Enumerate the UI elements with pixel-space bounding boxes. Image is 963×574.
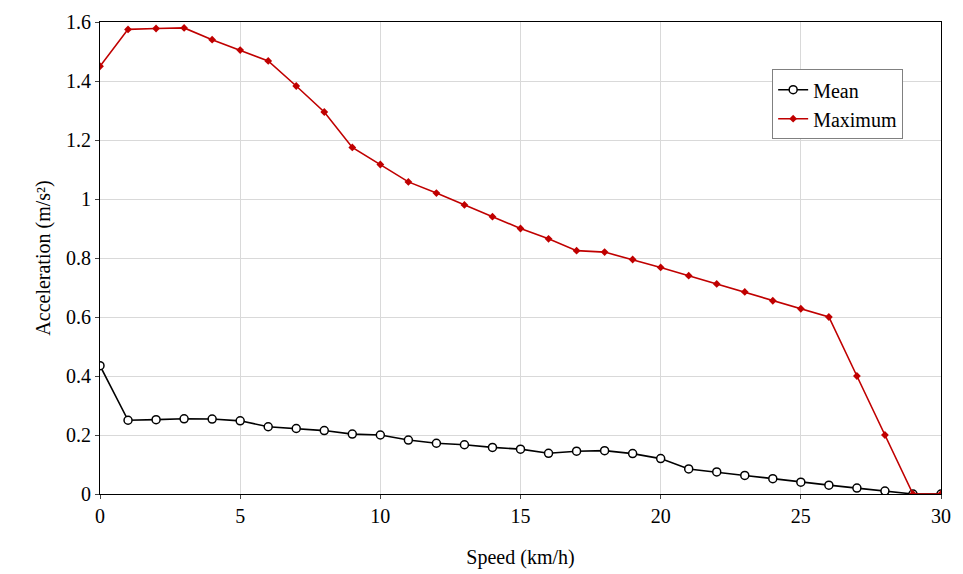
svg-text:0.8: 0.8 [66, 247, 91, 269]
svg-text:10: 10 [370, 505, 390, 527]
svg-text:0.4: 0.4 [66, 365, 91, 387]
svg-text:15: 15 [511, 505, 531, 527]
svg-text:30: 30 [931, 505, 951, 527]
svg-text:20: 20 [651, 505, 671, 527]
svg-text:Acceleration (m/s²): Acceleration (m/s²) [32, 180, 55, 335]
svg-text:Maximum: Maximum [813, 109, 897, 131]
svg-text:5: 5 [235, 505, 245, 527]
svg-text:1.6: 1.6 [66, 11, 91, 33]
svg-text:1: 1 [81, 188, 91, 210]
svg-text:0: 0 [81, 483, 91, 505]
svg-text:0.2: 0.2 [66, 424, 91, 446]
svg-text:0: 0 [95, 505, 105, 527]
svg-text:0.6: 0.6 [66, 306, 91, 328]
svg-text:Speed (km/h): Speed (km/h) [466, 546, 574, 569]
svg-text:Mean: Mean [813, 80, 859, 102]
svg-text:1.4: 1.4 [66, 70, 91, 92]
svg-text:25: 25 [791, 505, 811, 527]
svg-text:1.2: 1.2 [66, 129, 91, 151]
